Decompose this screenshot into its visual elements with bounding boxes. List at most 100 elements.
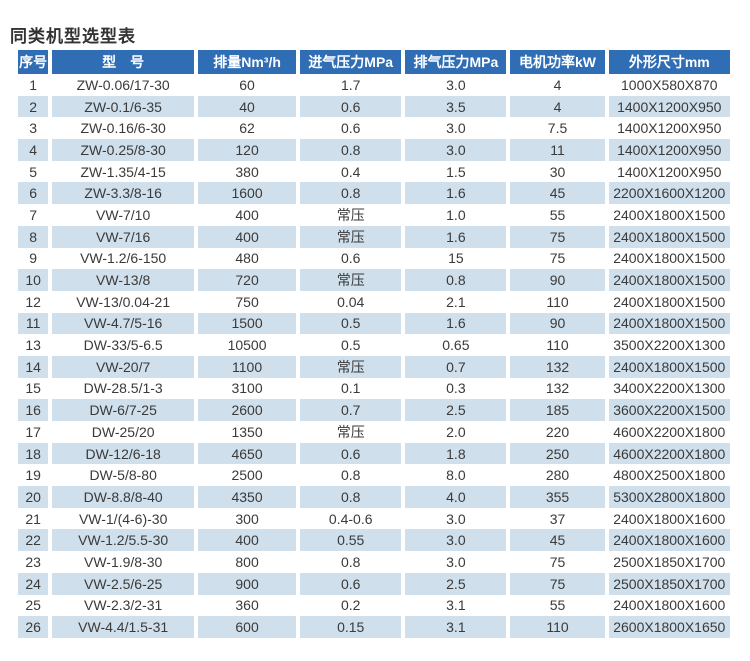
table-cell: VW-1.9/8-30	[52, 551, 194, 573]
table-cell: ZW-0.25/8-30	[52, 139, 194, 161]
table-cell: 2500X1850X1700	[608, 551, 730, 573]
table-cell: DW-33/5-6.5	[52, 334, 194, 356]
table-cell: 0.3	[405, 377, 507, 400]
table-cell: 0.6	[300, 117, 402, 140]
table-cell: 15	[405, 247, 507, 270]
table-cell: 4	[18, 139, 49, 161]
table-cell: 3.0	[405, 551, 507, 573]
table-cell: 220	[510, 421, 605, 443]
table-cell: 11	[510, 139, 605, 161]
table-cell: 1400X1200X950	[608, 160, 730, 183]
table-cell: 16	[18, 399, 49, 421]
table-cell: VW-4.7/5-16	[52, 312, 194, 335]
table-cell: DW-12/6-18	[52, 442, 194, 465]
table-cell: 2.0	[405, 421, 507, 443]
table-cell: 1100	[197, 355, 297, 378]
table-cell: 2400X1800X1600	[608, 507, 730, 530]
table-cell: 45	[510, 182, 605, 205]
model-selection-table: 序号型 号排量Nm³/h 进气压力MPa 排气压力MPa 电机功率kW 外形尺寸mm 1…	[14, 50, 734, 638]
table-cell: 3	[18, 117, 49, 140]
table-cell: 6	[18, 182, 49, 205]
table-row: 12 VW-13/0.04-21 750 0.04 2.1 110 2400X1800X15…	[18, 290, 730, 313]
table-cell: 0.6	[300, 95, 402, 118]
table-cell: 55	[510, 204, 605, 226]
table-row: 2 ZW-0.1/6-35 40 0.6 3.5 4 1400X1200X950	[18, 95, 730, 118]
table-cell: VW-7/10	[52, 204, 194, 226]
table-cell: 2	[18, 95, 49, 118]
table-cell: DW-25/20	[52, 421, 194, 443]
table-cell: 40	[197, 95, 297, 118]
table-cell: 380	[197, 160, 297, 183]
table-cell: 0.8	[300, 182, 402, 205]
table-cell: 900	[197, 572, 297, 595]
table-cell: 400	[197, 529, 297, 552]
table-cell: 1500	[197, 312, 297, 335]
table-cell: 3.0	[405, 507, 507, 530]
table-cell: 4	[510, 74, 605, 96]
table-row: 10 VW-13/8 720 常压 0.8 90 2400X1800X1500	[18, 269, 730, 291]
table-cell: 250	[510, 442, 605, 465]
table-cell: 2200X1600X1200	[608, 182, 730, 205]
table-cell: 12	[18, 290, 49, 313]
column-header: 排量Nm³/h	[197, 50, 297, 74]
table-cell: VW-1.2/6-150	[52, 247, 194, 270]
table-cell: 1400X1200X950	[608, 139, 730, 161]
table-row: 19 DW-5/8-80 2500 0.8 8.0 280 4800X2500X1800	[18, 464, 730, 487]
table-cell: 400	[197, 204, 297, 226]
table-cell: 75	[510, 572, 605, 595]
table-cell: 110	[510, 290, 605, 313]
table-cell: 3500X2200X1300	[608, 334, 730, 356]
table-cell: 14	[18, 355, 49, 378]
table-cell: 25	[18, 594, 49, 617]
table-cell: 110	[510, 334, 605, 356]
table-cell: 21	[18, 507, 49, 530]
table-cell: 2400X1800X1600	[608, 594, 730, 617]
table-cell: 0.8	[300, 464, 402, 487]
table-cell: 13	[18, 334, 49, 356]
table-cell: 常压	[300, 421, 402, 443]
table-row: 8 VW-7/16 400 常压 1.6 75 2400X1800X1500	[18, 225, 730, 248]
table-cell: 300	[197, 507, 297, 530]
table-cell: 110	[510, 616, 605, 638]
table-cell: 0.5	[300, 334, 402, 356]
table-cell: 0.8	[300, 551, 402, 573]
table-cell: 120	[197, 139, 297, 161]
table-row: 18 DW-12/6-18 4650 0.6 1.8 250 4600X2200X1800	[18, 442, 730, 465]
table-cell: 3.1	[405, 594, 507, 617]
table-cell: 4600X2200X1800	[608, 421, 730, 443]
table-cell: 1400X1200X950	[608, 117, 730, 140]
table-cell: 0.55	[300, 529, 402, 552]
table-cell: 75	[510, 225, 605, 248]
table-cell: 17	[18, 421, 49, 443]
table-cell: 0.4-0.6	[300, 507, 402, 530]
table-cell: 37	[510, 507, 605, 530]
table-cell: 0.6	[300, 572, 402, 595]
table-cell: 2400X1800X1500	[608, 204, 730, 226]
table-cell: 1.8	[405, 442, 507, 465]
table-cell: 8.0	[405, 464, 507, 487]
table-cell: 0.6	[300, 442, 402, 465]
table-cell: ZW-0.1/6-35	[52, 95, 194, 118]
table-cell: 1350	[197, 421, 297, 443]
table-cell: 1	[18, 74, 49, 96]
table-cell: ZW-3.3/8-16	[52, 182, 194, 205]
table-cell: 1000X580X870	[608, 74, 730, 96]
table-cell: 0.7	[405, 355, 507, 378]
table-cell: 720	[197, 269, 297, 291]
table-cell: 10500	[197, 334, 297, 356]
table-cell: 15	[18, 377, 49, 400]
table-cell: 7	[18, 204, 49, 226]
table-cell: VW-2.5/6-25	[52, 572, 194, 595]
table-cell: 3600X2200X1500	[608, 399, 730, 421]
table-cell: DW-6/7-25	[52, 399, 194, 421]
table-cell: 2400X1800X1500	[608, 269, 730, 291]
table-cell: 8	[18, 225, 49, 248]
column-header: 外形尺寸mm	[608, 50, 730, 74]
table-row: 21 VW-1/(4-6)-30 300 0.4-0.6 3.0 37 2400X1800X…	[18, 507, 730, 530]
table-cell: 90	[510, 312, 605, 335]
table-cell: 3.1	[405, 616, 507, 638]
table-cell: 2400X1800X1500	[608, 355, 730, 378]
table-row: 16 DW-6/7-25 2600 0.7 2.5 185 3600X2200X1500	[18, 399, 730, 421]
table-cell: 60	[197, 74, 297, 96]
